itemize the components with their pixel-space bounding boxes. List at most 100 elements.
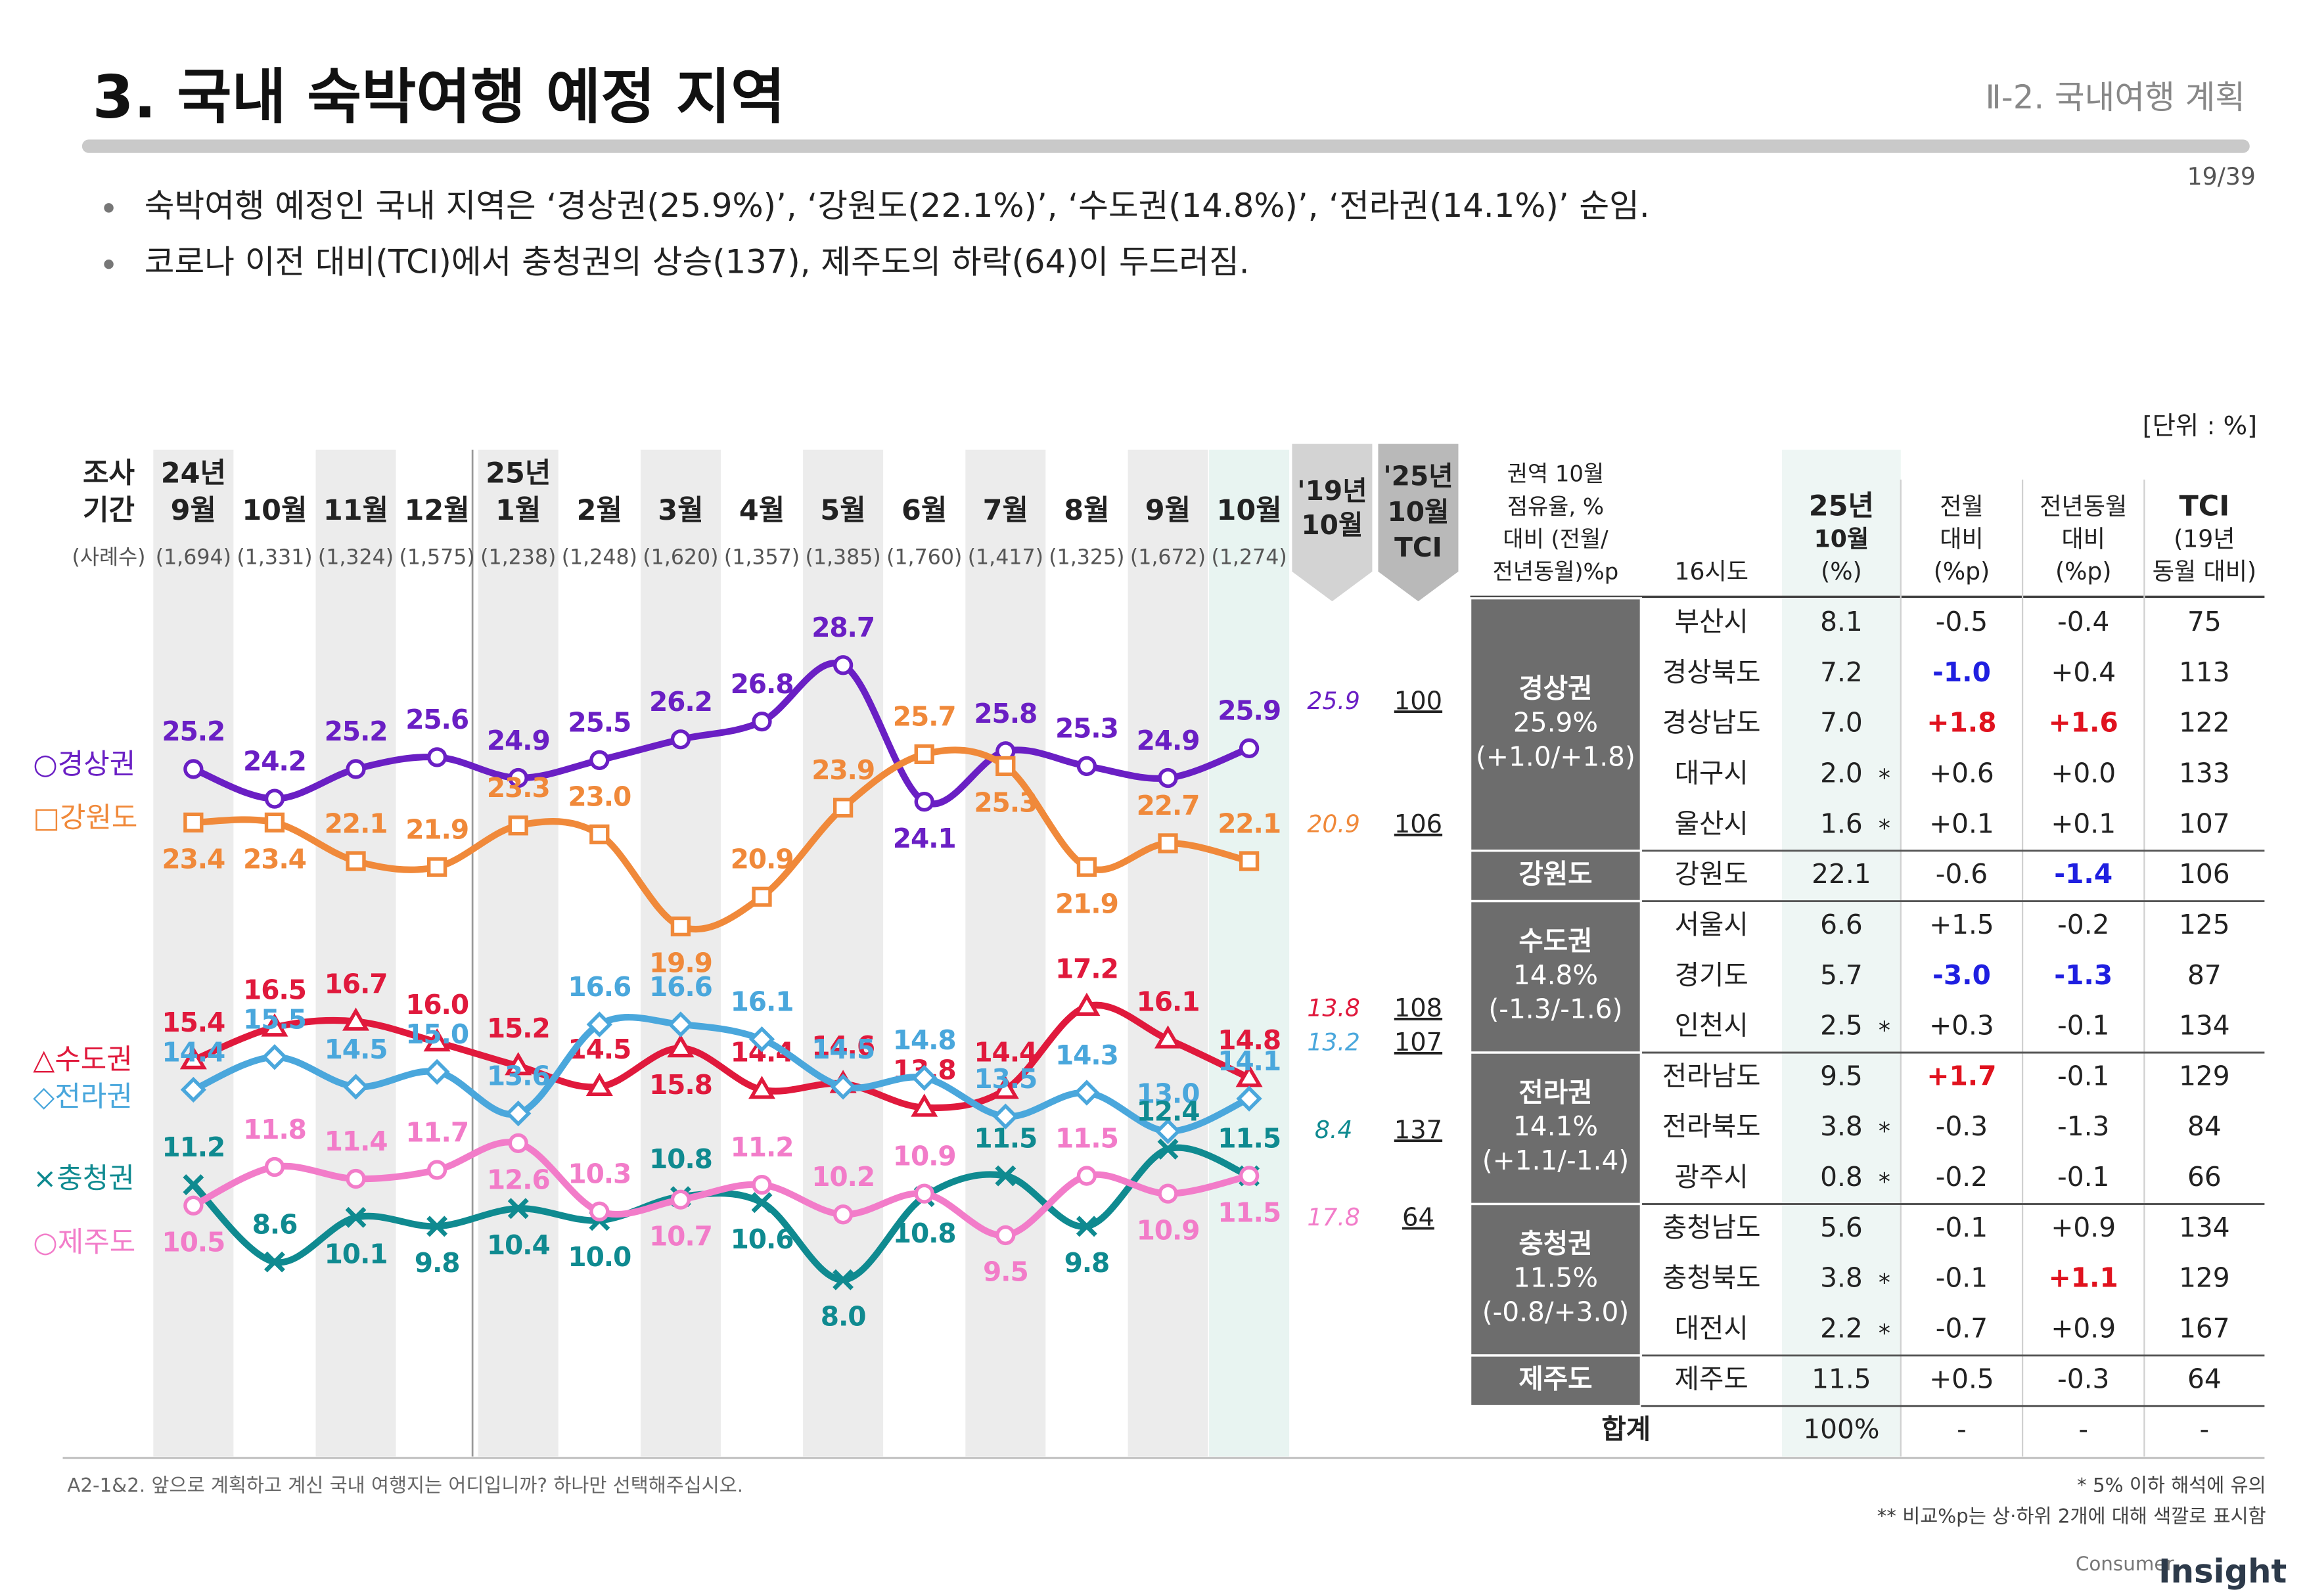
share: 2.5 [1820,1010,1863,1041]
legend-label: ○경상권 [33,748,135,781]
bullet-dot [104,203,114,213]
data-label: 16.6 [568,971,631,1003]
data-label: 13.6 [487,1060,550,1091]
period-label: 2월 [577,494,622,527]
data-label: 14.5 [325,1034,388,1065]
marker [1157,1138,1179,1160]
table-header: 10월 [1814,524,1869,553]
base-header-box [1292,444,1373,602]
tci: 167 [2179,1313,2230,1344]
marker [1236,1085,1262,1112]
data-label: 24.9 [1137,725,1200,756]
data-label: 15.5 [243,1004,306,1036]
share: 1.6 [1820,808,1863,839]
data-label: 10.9 [1137,1214,1200,1246]
marker [1239,738,1260,758]
table-header: 대비 [2061,524,2105,553]
region: 경기도 [1675,959,1748,991]
table-header: (19년 [2174,524,2235,553]
yoy: -0.1 [2057,1161,2109,1193]
column-band [640,449,721,1457]
marker [342,1074,369,1100]
sample-size: (1,238) [480,546,556,570]
data-label: 15.4 [162,1007,225,1038]
legend-label: ◇전라권 [33,1081,132,1114]
region: 서울시 [1675,909,1748,940]
section: Ⅱ-2. 국내여행 계획 [1985,78,2245,116]
base-2019-value: 17.8 [1307,1203,1359,1231]
tci-header: TCI [1394,532,1442,563]
data-label: 9.5 [983,1256,1028,1288]
mom: -0.3 [1936,1110,1988,1142]
marker [1074,1080,1100,1106]
yoy: -1.3 [2057,1110,2109,1142]
marker [1235,1064,1263,1087]
marker [589,1201,610,1221]
table-header: (%p) [2055,557,2111,585]
group-label: (-0.8/+3.0) [1482,1296,1629,1328]
data-label: 11.5 [1218,1197,1281,1228]
data-label: 16.6 [649,971,712,1003]
marker [751,1192,773,1214]
group-label: 충청권 [1518,1228,1592,1260]
region: 대전시 [1675,1313,1748,1344]
data-label: 10.4 [487,1229,550,1261]
share: 22.1 [1812,858,1871,890]
tci-value: 137 [1394,1115,1442,1145]
data-label: 11.8 [243,1114,306,1145]
region: 전라남도 [1662,1060,1761,1091]
data-label: 17.2 [1055,953,1118,985]
yoy: +1.6 [2049,707,2118,739]
tci: 66 [2187,1161,2222,1193]
share: 8.1 [1820,606,1863,637]
region: 경상남도 [1662,707,1761,739]
logo-consumer: Consumer [2076,1553,2175,1575]
data-label: 15.2 [487,1013,550,1044]
group-label: 강원도 [1518,858,1592,890]
marker [508,815,528,836]
data-label: 10.0 [568,1241,631,1273]
data-label: 9.8 [1064,1247,1110,1279]
note-mark: * [1879,1168,1890,1196]
marker [752,1174,772,1195]
data-label: 24.1 [893,823,956,854]
yoy: +0.9 [2051,1212,2116,1243]
marker [995,1225,1016,1246]
yoy: -0.2 [2057,909,2109,940]
period-header: 기간 [83,494,135,527]
share: 7.0 [1820,707,1863,739]
share: 6.6 [1820,909,1863,940]
sample-size: (1,274) [1211,546,1287,570]
period-label: 5월 [820,494,865,527]
period-label: 10월 [242,494,307,527]
tci-header: '25년 [1383,461,1453,492]
data-label: 26.8 [731,668,794,700]
data-label: 16.5 [243,974,306,1005]
marker [426,1160,447,1180]
region: 인천시 [1675,1010,1748,1041]
group-cell [1469,1354,1643,1407]
sample-size: (1,357) [724,546,800,570]
sample-size: (1,324) [318,546,394,570]
marker [183,812,204,832]
data-label: 11.7 [405,1116,468,1148]
data-label: 24.9 [487,725,550,756]
marker [505,1052,532,1076]
tci-value: 106 [1394,809,1442,839]
base-2019-value: 13.8 [1307,993,1359,1022]
marker [752,711,772,732]
table-header: 전년동월)%p [1493,559,1619,585]
data-label: 14.6 [811,1030,875,1062]
yoy: +0.9 [2051,1313,2116,1344]
legend-label: ○제주도 [33,1226,135,1259]
footnote: * 5% 이하 해석에 유의 [2077,1474,2266,1496]
marker [264,788,285,809]
table-header: 동월 대비) [2153,557,2257,585]
total-share: 100% [1803,1413,1879,1445]
base-2019-value: 8.4 [1315,1116,1352,1144]
data-label: 14.8 [1218,1024,1281,1056]
table-header: 대비 (전월/ [1503,526,1609,552]
tci: 106 [2179,858,2230,890]
data-label: 25.2 [325,716,388,747]
